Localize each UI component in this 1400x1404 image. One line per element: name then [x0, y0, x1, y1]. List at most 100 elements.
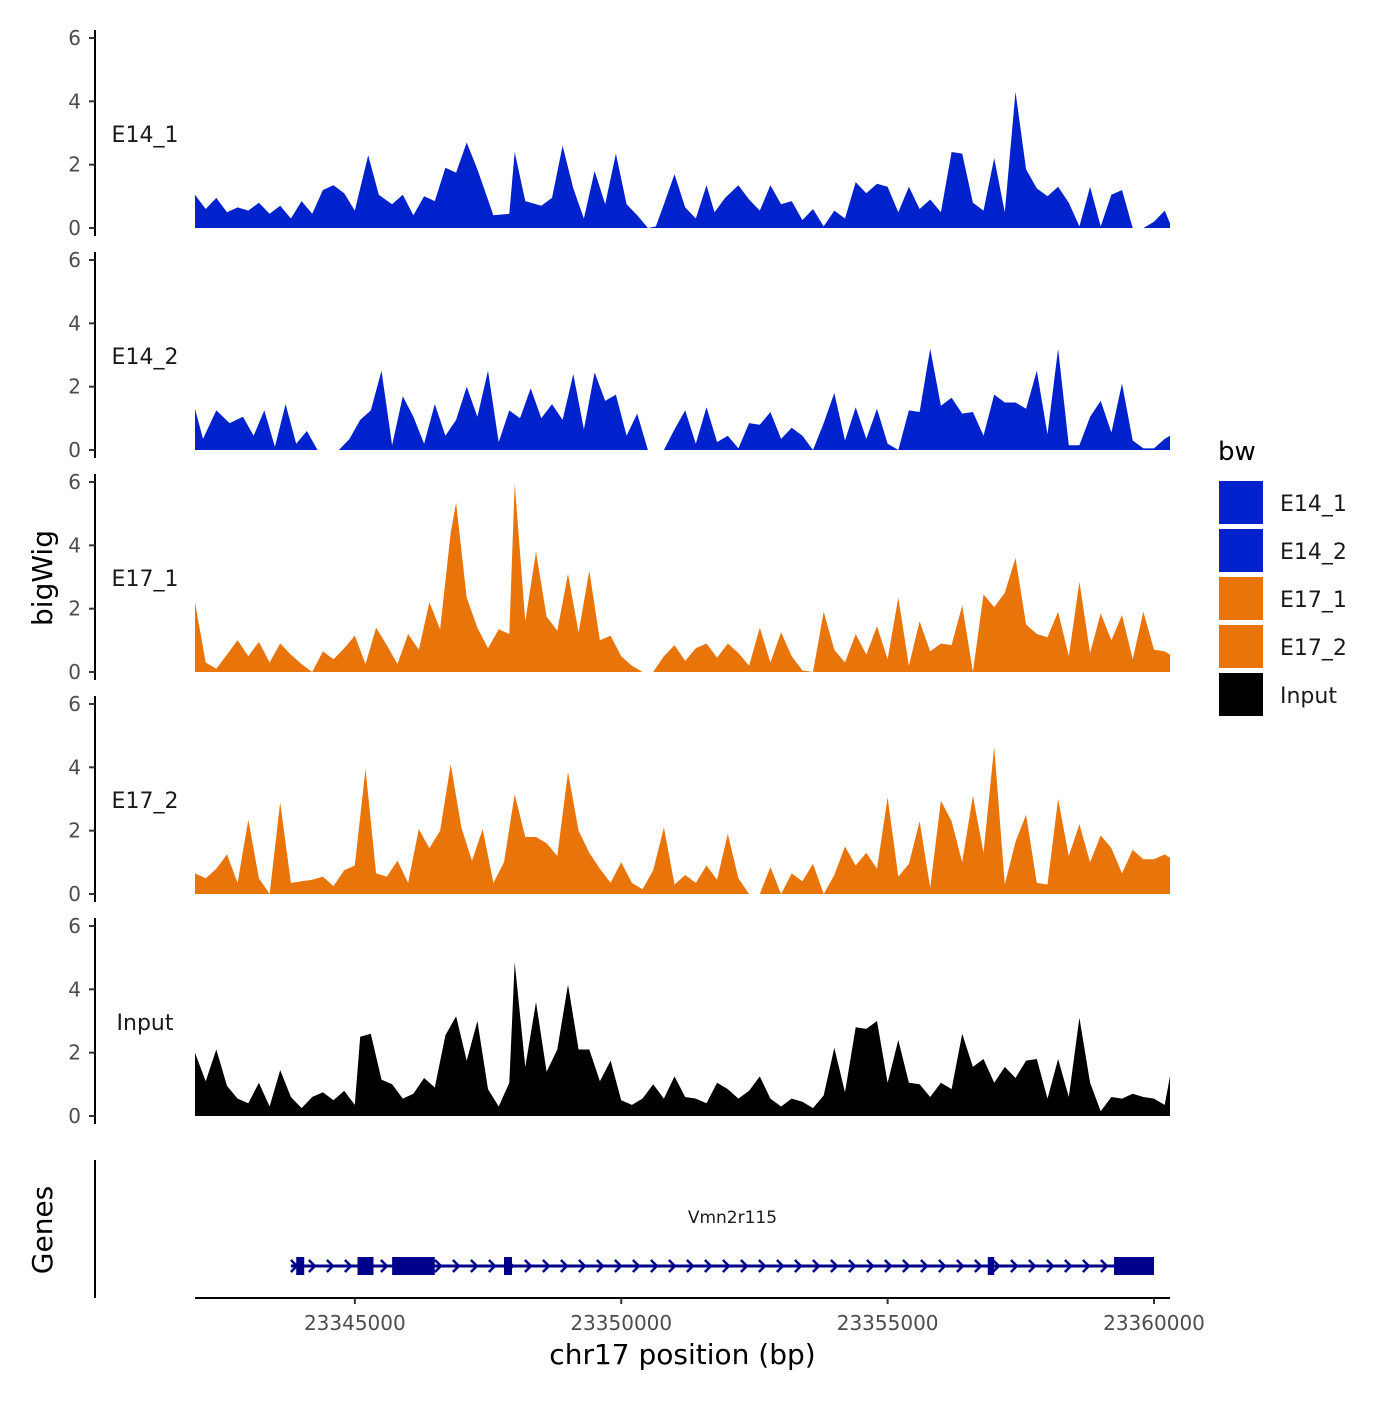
track-panel-e17-1: 0 2 4 6 E17_1	[68, 470, 1170, 684]
strand-arrow	[452, 1259, 461, 1273]
signal-area-e17-1	[195, 483, 1170, 672]
y-tick-label: 0	[68, 438, 81, 462]
strand-arrow	[470, 1259, 479, 1273]
genes-axis-title: Genes	[26, 1186, 59, 1274]
gene-exon	[987, 1257, 995, 1275]
strand-arrow	[380, 1259, 389, 1273]
strand-arrow	[992, 1259, 1001, 1273]
legend-label: E14_2	[1280, 540, 1347, 565]
strand-arrow	[1100, 1259, 1109, 1273]
strand-arrow	[524, 1259, 533, 1273]
track-panel-e14-2: 0 2 4 6 E14_2	[68, 248, 1170, 462]
strand-arrow	[830, 1259, 839, 1273]
signal-area-input	[195, 962, 1170, 1116]
y-tick-label: 4	[68, 533, 81, 557]
x-tick-label: 23360000	[1103, 1311, 1205, 1335]
strand-arrow	[722, 1259, 731, 1273]
strand-arrow	[344, 1259, 353, 1273]
legend-label: Input	[1280, 684, 1337, 709]
strand-arrow	[434, 1259, 443, 1273]
y-tick-label: 4	[68, 89, 81, 113]
strand-arrow	[812, 1259, 821, 1273]
strand-arrow	[560, 1259, 569, 1273]
signal-area-e17-2	[195, 746, 1170, 894]
strand-arrow	[542, 1259, 551, 1273]
y-tick-label: 2	[68, 819, 81, 843]
strand-arrow	[488, 1259, 497, 1273]
track-label: Input	[117, 1011, 174, 1036]
y-tick-label: 6	[68, 248, 81, 272]
x-tick-label: 23350000	[570, 1311, 672, 1335]
y-axis-title: bigWig	[26, 530, 59, 626]
track-panel-input: 0 2 4 6 Input	[68, 914, 1170, 1128]
x-axis-title: chr17 position (bp)	[549, 1338, 815, 1371]
gene-exon	[392, 1257, 435, 1275]
signal-area-e14-1	[195, 91, 1170, 228]
strand-arrow	[974, 1259, 983, 1273]
strand-arrow	[902, 1259, 911, 1273]
strand-arrow	[884, 1259, 893, 1273]
y-tick-label: 6	[68, 470, 81, 494]
y-tick-label: 0	[68, 216, 81, 240]
y-tick-label: 4	[68, 311, 81, 335]
track-label: E14_2	[112, 345, 179, 370]
strand-arrow	[308, 1259, 317, 1273]
legend-label: E17_2	[1280, 636, 1347, 661]
strand-arrow	[1010, 1259, 1019, 1273]
strand-arrow	[704, 1259, 713, 1273]
strand-arrow	[956, 1259, 965, 1273]
legend: bw E14_1 E14_2 E17_1 E17_2 Input	[1218, 437, 1347, 716]
y-tick-label: 6	[68, 692, 81, 716]
strand-arrow	[794, 1259, 803, 1273]
strand-arrow	[1064, 1259, 1073, 1273]
gene-exon	[296, 1257, 305, 1275]
gene-exon	[1114, 1257, 1155, 1275]
strand-arrow	[1082, 1259, 1091, 1273]
y-tick-label: 0	[68, 1104, 81, 1128]
legend-title: bw	[1218, 437, 1256, 467]
legend-label: E17_1	[1280, 588, 1347, 613]
gene-exon	[357, 1257, 374, 1275]
strand-arrow	[596, 1259, 605, 1273]
signal-area-e14-2	[195, 348, 1170, 450]
gene-name-label: Vmn2r115	[688, 1208, 777, 1228]
y-tick-label: 2	[68, 1041, 81, 1065]
y-tick-label: 0	[68, 882, 81, 906]
strand-arrow	[1046, 1259, 1055, 1273]
gene-track: Genes Vmn2r115	[26, 1160, 1155, 1298]
strand-arrow	[740, 1259, 749, 1273]
x-tick-label: 23345000	[304, 1311, 406, 1335]
track-label: E14_1	[112, 123, 179, 148]
signal-tracks: 0 2 4 6 E14_1 0 2 4 6 E14_2 0 2 4 6 E17_1 0 2 4 6 E17_2 0 2 4 6…	[68, 26, 1170, 1128]
legend-swatch-e17-1	[1219, 577, 1263, 620]
y-tick-label: 4	[68, 755, 81, 779]
strand-arrow	[668, 1259, 677, 1273]
strand-arrow	[920, 1259, 929, 1273]
y-tick-label: 0	[68, 660, 81, 684]
strand-arrow	[866, 1259, 875, 1273]
legend-swatch-e17-2	[1219, 625, 1263, 668]
y-tick-label: 2	[68, 597, 81, 621]
strand-arrow	[632, 1259, 641, 1273]
strand-arrow	[938, 1259, 947, 1273]
legend-label: E14_1	[1280, 492, 1347, 517]
legend-swatch-e14-2	[1219, 529, 1263, 572]
strand-arrow	[776, 1259, 785, 1273]
y-tick-label: 6	[68, 914, 81, 938]
axes: bigWig 23345000 23350000 23355000 23360000 ch…	[26, 530, 1205, 1371]
strand-arrow	[686, 1259, 695, 1273]
strand-arrow	[578, 1259, 587, 1273]
y-tick-label: 6	[68, 26, 81, 50]
track-label: E17_2	[112, 789, 179, 814]
y-tick-label: 2	[68, 375, 81, 399]
track-panel-e17-2: 0 2 4 6 E17_2	[68, 692, 1170, 906]
strand-arrow	[848, 1259, 857, 1273]
track-label: E17_1	[112, 567, 179, 592]
strand-arrow	[326, 1259, 335, 1273]
strand-arrow	[614, 1259, 623, 1273]
x-tick-label: 23355000	[837, 1311, 939, 1335]
legend-swatch-e14-1	[1219, 481, 1263, 524]
y-tick-label: 2	[68, 153, 81, 177]
